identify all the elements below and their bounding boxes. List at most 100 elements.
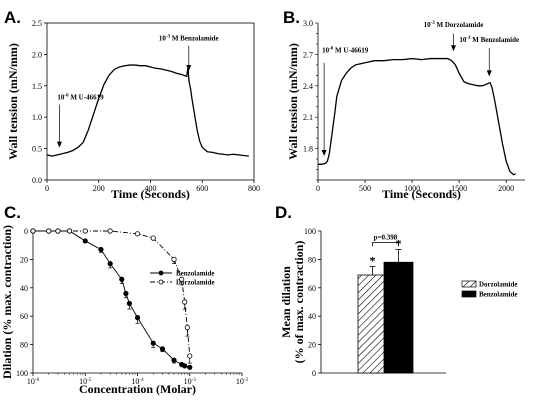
panel-d-chart: 020406080100**p=0.398DorzolamideBenzolam… bbox=[279, 227, 518, 378]
c-point-benzolamide bbox=[123, 290, 129, 297]
a-xtick-label: 800 bbox=[248, 184, 260, 193]
c-point-dorzolamide bbox=[82, 228, 88, 234]
b-annotation-1-exp: -3 bbox=[431, 21, 436, 26]
b-annotation-0-rest: M U-46619 bbox=[333, 46, 368, 54]
d-ytick-label: 0 bbox=[312, 369, 316, 378]
d-legend-swatch bbox=[461, 290, 477, 298]
c-point-benzolamide bbox=[150, 340, 156, 346]
d-legend-label: Dorzolamide bbox=[479, 281, 518, 289]
d-ytick-label: 80 bbox=[308, 255, 316, 264]
b-annotation-1: 10-3 M Dorzolamide bbox=[424, 21, 484, 29]
d-ytick-label: 20 bbox=[308, 341, 316, 350]
a-annotation-1: 10-3 M Benzolamide bbox=[159, 35, 219, 43]
c-ytick-label: 0 bbox=[24, 227, 28, 236]
c-xtick-label-exp: -6 bbox=[35, 378, 40, 383]
d-legend-label: Benzolamide bbox=[479, 291, 518, 299]
d-ytick-label: 100 bbox=[304, 227, 316, 236]
b-arrow-head bbox=[486, 70, 492, 77]
c-point-benzolamide bbox=[82, 238, 88, 244]
c-point-benzolamide bbox=[98, 246, 104, 253]
a-xtick-label: 400 bbox=[145, 184, 157, 193]
b-ytick-label: 2.1 bbox=[303, 113, 313, 122]
b-xtick-label: 1500 bbox=[451, 184, 467, 193]
d-y-axis-title-line: Mean dilation bbox=[279, 266, 293, 338]
a-annotation-0-base: 10 bbox=[57, 94, 65, 102]
a-annotation-1-rest: M Benzolamide bbox=[170, 35, 219, 43]
d-ytick-label: 40 bbox=[308, 312, 316, 321]
d-bar-dorzolamide bbox=[357, 274, 388, 374]
b-xtick-label: 500 bbox=[359, 184, 371, 193]
c-xtick-label: 10-5 bbox=[79, 377, 92, 386]
b-trace-line bbox=[318, 57, 516, 176]
a-ytick-label: 1.5 bbox=[32, 82, 42, 91]
panel-label-b: B. bbox=[283, 8, 300, 27]
b-annotation-2-base: 10 bbox=[459, 36, 467, 44]
c-ytick-label: 40 bbox=[20, 284, 28, 293]
b-y-axis-title: Wall tension (mN/mm) bbox=[286, 43, 300, 160]
b-ytick-label: 2.7 bbox=[303, 50, 313, 59]
a-y-axis-title: Wall tension (mN/mm) bbox=[6, 43, 20, 160]
c-xtick-label: 10-2 bbox=[236, 377, 249, 386]
c-legend-label: Dorzolamide bbox=[176, 279, 215, 287]
c-xtick-label: 10-3 bbox=[184, 377, 197, 386]
c-point-dorzolamide bbox=[66, 228, 73, 234]
a-annotation-1-exp: -3 bbox=[166, 35, 171, 40]
c-point-dorzolamide bbox=[30, 228, 36, 234]
b-ytick-label: 2.4 bbox=[303, 82, 313, 91]
c-xtick-label-base: 10 bbox=[184, 377, 192, 386]
a-x-axis-title: Time (Seconds) bbox=[111, 187, 190, 201]
b-arrow-head bbox=[450, 45, 456, 52]
c-xtick-label-exp: -5 bbox=[87, 378, 92, 383]
b-annotation-2-exp: -3 bbox=[466, 36, 471, 41]
panel-label-d: D. bbox=[275, 203, 292, 222]
c-point-benzolamide bbox=[119, 276, 125, 282]
d-y-axis-title-line: (% of max. contraction) bbox=[292, 241, 306, 364]
c-xtick-label-exp: -2 bbox=[244, 378, 249, 383]
b-arrow-head bbox=[321, 149, 327, 156]
a-xtick-label: 0 bbox=[45, 184, 49, 193]
a-xtick-label: 600 bbox=[196, 184, 208, 193]
c-point-dorzolamide bbox=[184, 324, 190, 331]
a-ytick-label: 0.5 bbox=[32, 145, 42, 154]
c-ytick-label: 60 bbox=[20, 312, 28, 321]
b-annotation-2: 10-3 M Benzolamide bbox=[459, 36, 519, 44]
c-ytick-label: 80 bbox=[20, 341, 28, 350]
c-legend-label: Benzolamide bbox=[176, 270, 215, 278]
b-annotation-1-base: 10 bbox=[424, 21, 432, 29]
c-series-line-dorzolamide bbox=[33, 230, 191, 356]
a-annotation-0-exp: -6 bbox=[64, 94, 69, 99]
c-point-benzolamide bbox=[171, 357, 177, 363]
c-point-dorzolamide bbox=[55, 228, 61, 234]
c-point-dorzolamide bbox=[150, 235, 156, 241]
d-y-axis-title: Mean dilation(% of max. contraction) bbox=[279, 241, 306, 364]
b-x-axis-title: Time (Seconds) bbox=[382, 187, 461, 201]
c-legend-marker bbox=[158, 270, 164, 276]
b-ytick-label: 1.8 bbox=[303, 145, 313, 154]
a-annotation-0: 10-6 M U-46619 bbox=[57, 94, 104, 102]
b-annotation-0-exp: -6 bbox=[329, 46, 334, 51]
d-legend-swatch bbox=[461, 280, 477, 288]
a-ytick-label: 2.0 bbox=[32, 50, 42, 59]
b-xtick-label: 1000 bbox=[404, 184, 420, 193]
c-point-dorzolamide bbox=[107, 228, 113, 234]
b-annotation-2-rest: M Benzolamide bbox=[471, 36, 520, 44]
c-point-dorzolamide bbox=[171, 256, 177, 262]
d-ytick-label: 60 bbox=[308, 284, 316, 293]
c-point-benzolamide bbox=[187, 364, 193, 370]
d-p-value: p=0.398 bbox=[374, 233, 398, 241]
c-point-benzolamide bbox=[159, 346, 166, 352]
d-bar-benzolamide bbox=[383, 261, 414, 374]
b-annotation-0: 10-6 M U-46619 bbox=[322, 46, 369, 54]
panel-label-c: C. bbox=[4, 203, 21, 222]
b-annotation-1-rest: M Dorzolamide bbox=[435, 21, 484, 29]
a-ytick-label: 0.0 bbox=[32, 176, 42, 185]
c-point-dorzolamide bbox=[179, 276, 185, 282]
a-trace-line bbox=[46, 64, 249, 157]
b-annotation-0-base: 10 bbox=[322, 46, 330, 54]
c-point-dorzolamide bbox=[134, 231, 141, 237]
a-ytick-label: 2.5 bbox=[32, 19, 42, 28]
b-ytick-label: 3.0 bbox=[303, 19, 313, 28]
c-xtick-label-base: 10 bbox=[27, 377, 35, 386]
